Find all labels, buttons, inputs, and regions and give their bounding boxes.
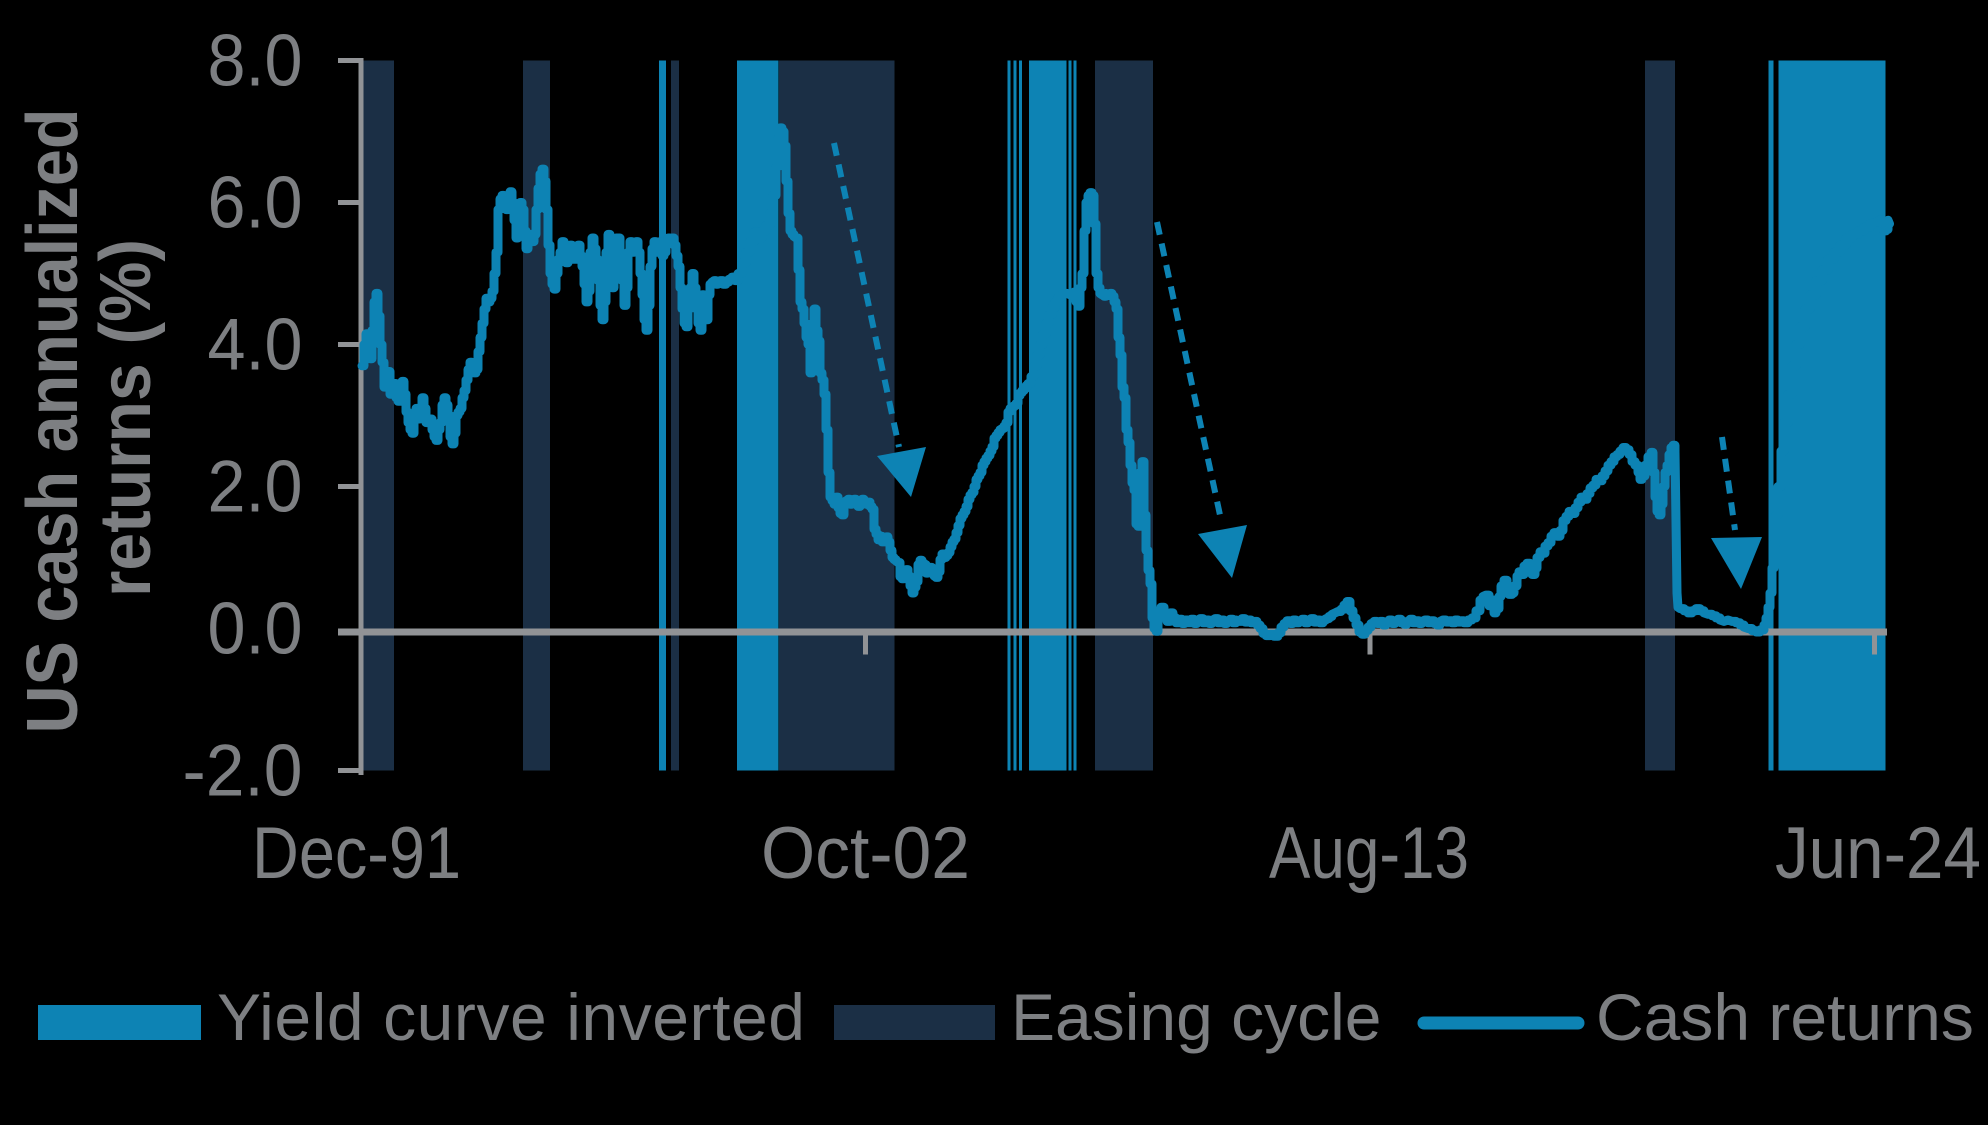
svg-text:-2.0: -2.0 (183, 731, 303, 812)
svg-text:2.0: 2.0 (208, 447, 303, 528)
svg-text:Cash returns: Cash returns (1596, 980, 1974, 1054)
svg-text:Easing cycle: Easing cycle (1011, 980, 1382, 1054)
svg-text:Yield curve inverted: Yield curve inverted (217, 980, 805, 1054)
svg-text:US cash annualized: US cash annualized (13, 109, 93, 734)
svg-text:Oct-02: Oct-02 (761, 813, 970, 894)
svg-text:0.0: 0.0 (208, 589, 303, 670)
svg-text:4.0: 4.0 (208, 305, 303, 386)
svg-text:returns (%): returns (%) (86, 239, 166, 597)
svg-text:8.0: 8.0 (208, 21, 303, 102)
svg-text:Aug-13: Aug-13 (1269, 813, 1469, 894)
svg-text:6.0: 6.0 (208, 163, 303, 244)
svg-text:Dec-91: Dec-91 (252, 813, 461, 894)
svg-text:Jun-24: Jun-24 (1775, 813, 1981, 894)
